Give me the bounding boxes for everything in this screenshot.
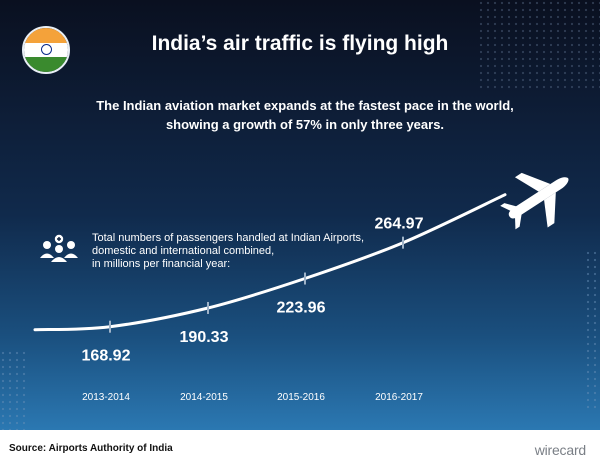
subtitle: The Indian aviation market expands at th… [40, 96, 570, 134]
flag-white-band [24, 42, 68, 58]
wirecard-logo: wirecard [534, 442, 587, 458]
page-title: India’s air traffic is flying high [151, 32, 449, 55]
flag-green-band [24, 57, 68, 72]
data-label: 168.92 [82, 348, 131, 365]
dot-pattern-right [585, 250, 600, 410]
category-label: 2016-2017 [375, 392, 423, 403]
data-label: 190.33 [180, 329, 229, 346]
description-line: in millions per financial year: [92, 258, 231, 270]
infographic: India’s air traffic is flying high The I… [0, 0, 600, 430]
flag-wheel [40, 44, 52, 56]
footer: Source: Airports Authority of India wire… [0, 430, 600, 470]
india-flag-icon [22, 26, 70, 74]
flag-saffron-band [24, 28, 68, 43]
description-line: domestic and international combined, [92, 245, 275, 257]
description-line: Total numbers of passengers handled at I… [92, 232, 365, 244]
data-label: 223.96 [277, 300, 326, 317]
category-label: 2014-2015 [180, 392, 228, 403]
dot-pattern-top-right [478, 0, 600, 90]
data-label: 264.97 [375, 216, 424, 233]
growth-curve [33, 193, 507, 332]
source-note: Source: Airports Authority of India [9, 443, 173, 454]
subtitle-line: showing a growth of 57% in only three ye… [165, 117, 445, 132]
people-group-icon [40, 234, 78, 262]
subtitle-line: The Indian aviation market expands at th… [96, 98, 514, 113]
airplane-icon [500, 172, 569, 230]
category-label: 2013-2014 [82, 392, 130, 403]
chart-description: Total numbers of passengers handled at I… [92, 232, 392, 271]
category-label: 2015-2016 [277, 392, 325, 403]
passenger-chart: 168.92 2013-2014 190.33 2014-2015 223.96 2015… [33, 172, 569, 403]
dot-pattern-bottom-left [0, 350, 26, 430]
